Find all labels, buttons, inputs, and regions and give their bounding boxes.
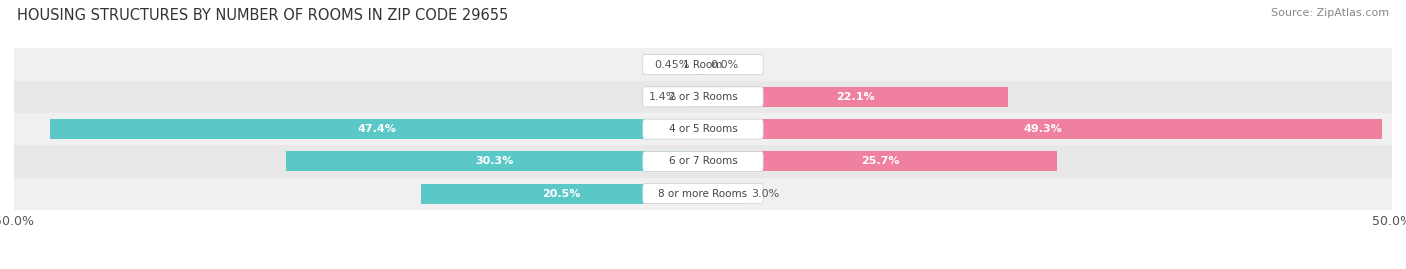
Bar (420, 184, 703, 204)
Text: 47.4%: 47.4% (357, 124, 396, 134)
Bar (703, 151, 1057, 171)
FancyBboxPatch shape (643, 119, 763, 139)
Text: 49.3%: 49.3% (1024, 124, 1062, 134)
Text: 2 or 3 Rooms: 2 or 3 Rooms (669, 92, 737, 102)
Bar (683, 87, 703, 107)
Bar (14, 145, 1392, 178)
Text: HOUSING STRUCTURES BY NUMBER OF ROOMS IN ZIP CODE 29655: HOUSING STRUCTURES BY NUMBER OF ROOMS IN… (17, 8, 508, 23)
Bar (14, 178, 1392, 210)
Text: 1 Room: 1 Room (683, 59, 723, 70)
FancyBboxPatch shape (643, 184, 763, 204)
Bar (703, 184, 744, 204)
Text: 6 or 7 Rooms: 6 or 7 Rooms (669, 156, 737, 167)
Bar (14, 48, 1392, 81)
Text: 1.4%: 1.4% (648, 92, 676, 102)
Text: Source: ZipAtlas.com: Source: ZipAtlas.com (1271, 8, 1389, 18)
Bar (14, 81, 1392, 113)
Text: 22.1%: 22.1% (837, 92, 875, 102)
Text: 25.7%: 25.7% (860, 156, 900, 167)
Text: 20.5%: 20.5% (543, 189, 581, 199)
FancyBboxPatch shape (643, 87, 763, 107)
Text: 8 or more Rooms: 8 or more Rooms (658, 189, 748, 199)
Text: 4 or 5 Rooms: 4 or 5 Rooms (669, 124, 737, 134)
Text: 3.0%: 3.0% (751, 189, 779, 199)
Bar (703, 119, 1382, 139)
Bar (697, 55, 703, 75)
Bar (49, 119, 703, 139)
FancyBboxPatch shape (643, 55, 763, 75)
FancyBboxPatch shape (643, 151, 763, 171)
Bar (14, 113, 1392, 145)
Text: 30.3%: 30.3% (475, 156, 513, 167)
Bar (703, 87, 1008, 107)
Text: 0.45%: 0.45% (655, 59, 690, 70)
Text: 0.0%: 0.0% (710, 59, 738, 70)
Bar (285, 151, 703, 171)
